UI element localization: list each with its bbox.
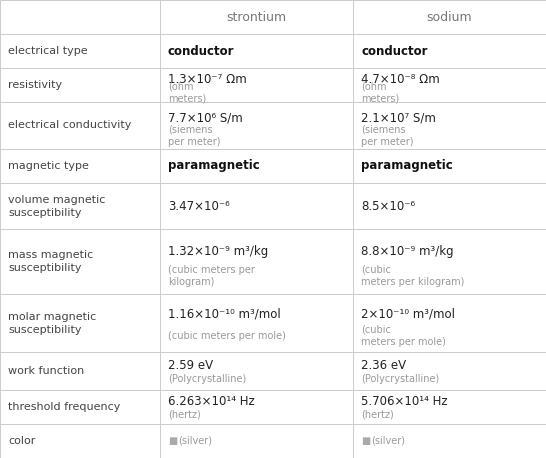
- Text: 6.263×10¹⁴ Hz: 6.263×10¹⁴ Hz: [168, 395, 255, 408]
- Text: 3.47×10⁻⁶: 3.47×10⁻⁶: [168, 200, 230, 213]
- Text: 4.7×10⁻⁸ Ωm: 4.7×10⁻⁸ Ωm: [361, 73, 440, 86]
- Text: (cubic meters per mole): (cubic meters per mole): [168, 331, 286, 341]
- Text: 2×10⁻¹⁰ m³/mol: 2×10⁻¹⁰ m³/mol: [361, 307, 455, 320]
- Text: color: color: [8, 436, 35, 446]
- Text: ■: ■: [168, 436, 177, 446]
- Text: paramagnetic: paramagnetic: [361, 159, 453, 172]
- Text: 8.5×10⁻⁶: 8.5×10⁻⁶: [361, 200, 415, 213]
- Text: mass magnetic
susceptibility: mass magnetic susceptibility: [8, 250, 93, 273]
- Text: (cubic
meters per kilogram): (cubic meters per kilogram): [361, 265, 465, 287]
- Text: electrical type: electrical type: [8, 46, 87, 56]
- Text: 7.7×10⁶ S/m: 7.7×10⁶ S/m: [168, 111, 243, 125]
- Text: work function: work function: [8, 366, 84, 376]
- Text: (ohm
meters): (ohm meters): [168, 82, 206, 104]
- Text: (siemens
per meter): (siemens per meter): [361, 125, 413, 147]
- Text: conductor: conductor: [168, 44, 234, 58]
- Text: 2.36 eV: 2.36 eV: [361, 359, 406, 371]
- Text: (siemens
per meter): (siemens per meter): [168, 125, 221, 147]
- Text: 5.706×10¹⁴ Hz: 5.706×10¹⁴ Hz: [361, 395, 448, 408]
- Text: molar magnetic
susceptibility: molar magnetic susceptibility: [8, 311, 96, 335]
- Text: 2.1×10⁷ S/m: 2.1×10⁷ S/m: [361, 111, 436, 125]
- Text: (cubic
meters per mole): (cubic meters per mole): [361, 325, 446, 347]
- Text: (hertz): (hertz): [168, 409, 201, 420]
- Text: 1.3×10⁻⁷ Ωm: 1.3×10⁻⁷ Ωm: [168, 73, 247, 86]
- Text: ■: ■: [361, 436, 370, 446]
- Text: 8.8×10⁻⁹ m³/kg: 8.8×10⁻⁹ m³/kg: [361, 245, 454, 258]
- Text: (cubic meters per
kilogram): (cubic meters per kilogram): [168, 265, 255, 287]
- Text: sodium: sodium: [426, 11, 472, 23]
- Text: (silver): (silver): [371, 436, 405, 446]
- Text: electrical conductivity: electrical conductivity: [8, 120, 132, 131]
- Text: (ohm
meters): (ohm meters): [361, 82, 399, 104]
- Text: 2.59 eV: 2.59 eV: [168, 359, 213, 371]
- Text: volume magnetic
susceptibility: volume magnetic susceptibility: [8, 195, 105, 218]
- Text: magnetic type: magnetic type: [8, 161, 89, 171]
- Text: strontium: strontium: [227, 11, 287, 23]
- Text: resistivity: resistivity: [8, 80, 62, 90]
- Text: 1.16×10⁻¹⁰ m³/mol: 1.16×10⁻¹⁰ m³/mol: [168, 307, 281, 320]
- Text: (Polycrystalline): (Polycrystalline): [168, 374, 246, 384]
- Text: threshold frequency: threshold frequency: [8, 402, 120, 412]
- Text: (hertz): (hertz): [361, 409, 394, 420]
- Text: (silver): (silver): [178, 436, 212, 446]
- Text: conductor: conductor: [361, 44, 428, 58]
- Text: paramagnetic: paramagnetic: [168, 159, 260, 172]
- Text: 1.32×10⁻⁹ m³/kg: 1.32×10⁻⁹ m³/kg: [168, 245, 268, 258]
- Text: (Polycrystalline): (Polycrystalline): [361, 374, 439, 384]
